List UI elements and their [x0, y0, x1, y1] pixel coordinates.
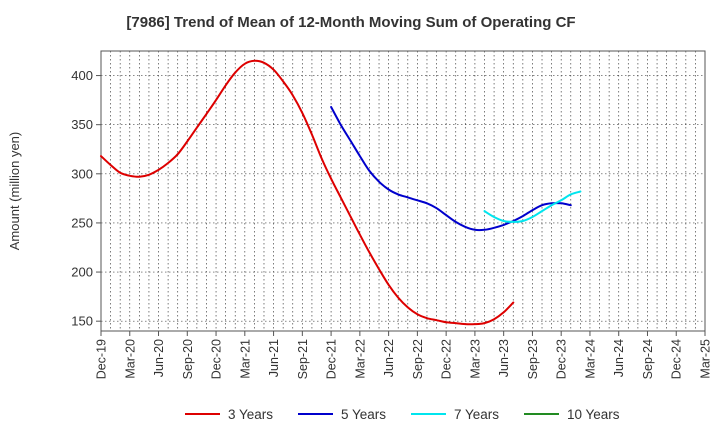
series-line-7-years — [483, 190, 582, 223]
plot-border — [100, 50, 706, 332]
y-tick-label: 350 — [71, 117, 93, 132]
x-tick-label: Dec-21 — [325, 339, 339, 379]
x-tick-label: Mar-21 — [238, 339, 252, 379]
x-tick-label: Sep-21 — [296, 339, 310, 379]
x-tick-label: Dec-24 — [670, 339, 684, 379]
y-axis-label: Amount (million yen) — [7, 132, 22, 251]
x-tick-label: Jun-21 — [267, 339, 281, 377]
x-tick-label: Jun-20 — [152, 339, 166, 377]
x-tick-label: Mar-20 — [123, 339, 137, 379]
legend-label: 3 Years — [228, 407, 273, 422]
x-tick-label: Mar-23 — [468, 339, 482, 379]
x-tick-label: Mar-22 — [353, 339, 367, 379]
x-tick-label: Jun-24 — [612, 339, 626, 377]
x-tick-label: Dec-19 — [95, 339, 109, 379]
legend-label: 7 Years — [454, 407, 499, 422]
y-tick-label: 150 — [71, 314, 93, 329]
y-tick-label: 400 — [71, 68, 93, 83]
y-tick-label: 300 — [71, 166, 93, 181]
x-tick-label: Jun-23 — [497, 339, 511, 377]
x-tick-label: Mar-25 — [699, 339, 713, 379]
series-line-5-years — [330, 106, 572, 232]
x-tick-label: Sep-22 — [411, 339, 425, 379]
x-tick-label: Sep-24 — [641, 339, 655, 379]
y-tick-label: 200 — [71, 265, 93, 280]
series-line-3-years — [100, 59, 515, 326]
x-tick-label: Sep-20 — [181, 339, 195, 379]
legend-label: 5 Years — [341, 407, 386, 422]
x-tick-label: Dec-20 — [210, 339, 224, 379]
x-tick-label: Dec-22 — [440, 339, 454, 379]
x-tick-label: Jun-22 — [382, 339, 396, 377]
x-tick-label: Mar-24 — [583, 339, 597, 379]
legend-label: 10 Years — [567, 407, 620, 422]
chart-title: [7986] Trend of Mean of 12-Month Moving … — [126, 14, 575, 31]
x-tick-label: Dec-23 — [555, 339, 569, 379]
x-tick-label: Sep-23 — [526, 339, 540, 379]
y-tick-label: 250 — [71, 215, 93, 230]
plot-area — [101, 51, 705, 331]
